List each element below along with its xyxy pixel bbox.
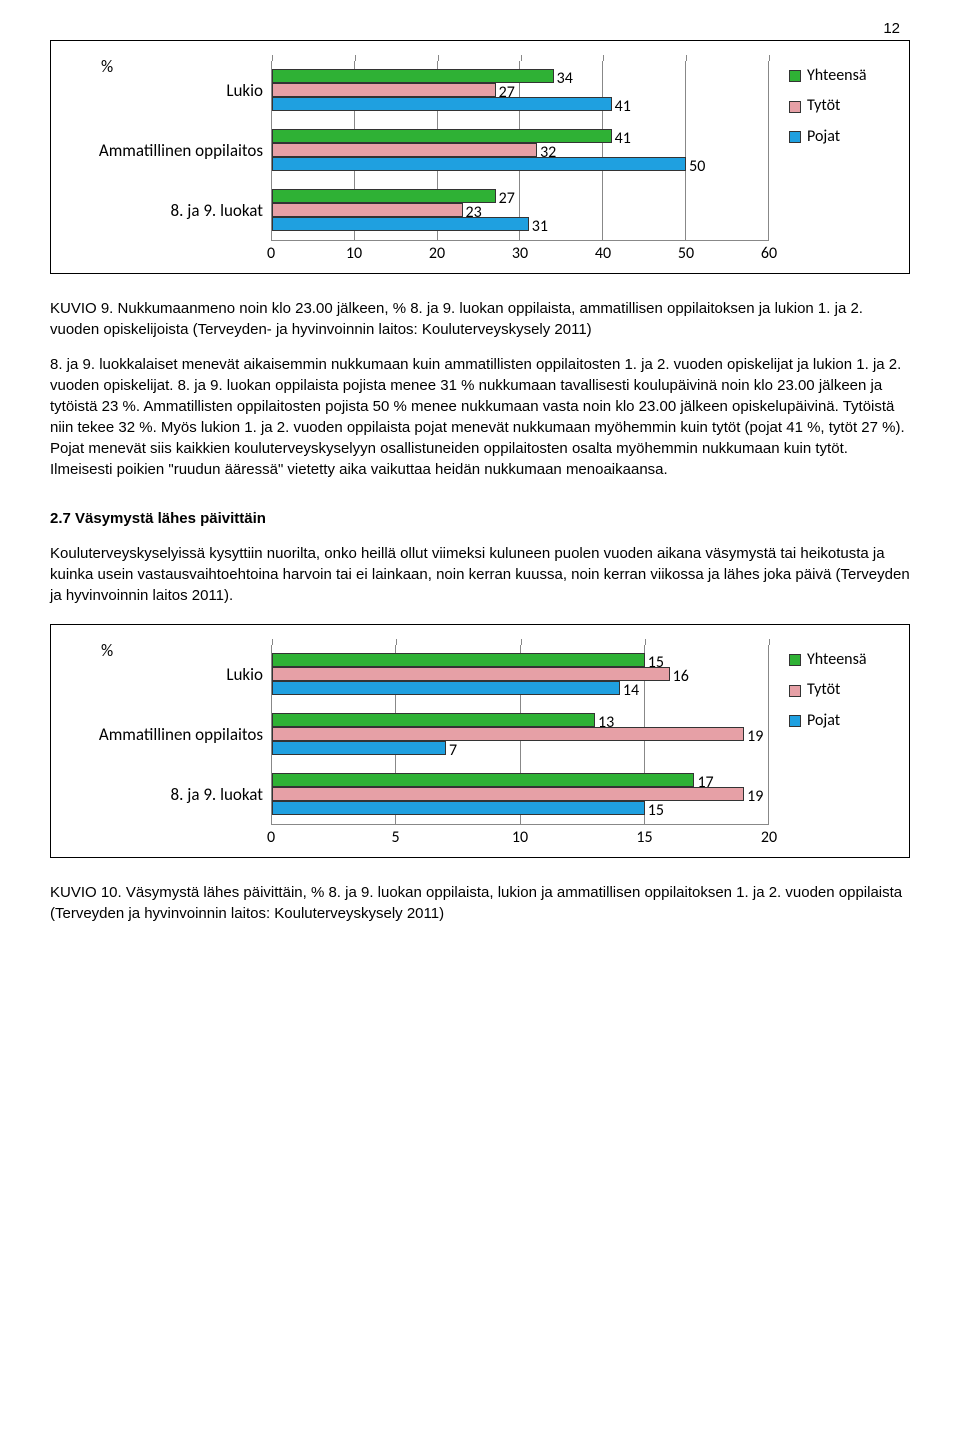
bar-value-label: 7 xyxy=(449,740,457,762)
body-paragraph-1: 8. ja 9. luokkalaiset menevät aikaisemmi… xyxy=(50,354,910,480)
bar-value-label: 31 xyxy=(532,216,548,238)
category-label: 8. ja 9. luokat xyxy=(71,765,271,825)
axis-tick-label: 60 xyxy=(761,243,777,265)
bar-value-label: 27 xyxy=(499,188,515,210)
bar: 31 xyxy=(272,217,529,231)
chart1-caption: KUVIO 9. Nukkumaanmeno noin klo 23.00 jä… xyxy=(50,298,910,340)
bar-value-label: 41 xyxy=(615,96,631,118)
bar-value-label: 15 xyxy=(648,800,664,822)
bar: 27 xyxy=(272,83,496,97)
legend-label: Yhteensä xyxy=(807,65,867,87)
legend-swatch xyxy=(789,70,801,82)
axis-tick-label: 10 xyxy=(346,243,362,265)
bar-value-label: 34 xyxy=(557,68,573,90)
axis-tick-label: 40 xyxy=(595,243,611,265)
bar: 50 xyxy=(272,157,686,171)
chart2-box: % LukioAmmatillinen oppilaitos8. ja 9. l… xyxy=(50,624,910,858)
axis-tick-label: 50 xyxy=(678,243,694,265)
chart2-legend: Yhteensä Tytöt Pojat xyxy=(769,645,889,736)
legend-swatch xyxy=(789,715,801,727)
bar-value-label: 16 xyxy=(673,666,689,688)
bar: 32 xyxy=(272,143,537,157)
legend-item: Tytöt xyxy=(789,95,889,117)
legend-item: Pojat xyxy=(789,126,889,148)
legend-item: Yhteensä xyxy=(789,65,889,87)
legend-item: Pojat xyxy=(789,710,889,732)
bar: 15 xyxy=(272,653,645,667)
bar: 7 xyxy=(272,741,446,755)
legend-label: Yhteensä xyxy=(807,649,867,671)
body-paragraph-2: Kouluterveyskyselyissä kysyttiin nuorilt… xyxy=(50,543,910,606)
chart2-plot: 15161413197171915 xyxy=(271,645,769,825)
chart1-box: % LukioAmmatillinen oppilaitos8. ja 9. l… xyxy=(50,40,910,274)
bar: 19 xyxy=(272,787,744,801)
bar: 17 xyxy=(272,773,694,787)
legend-swatch xyxy=(789,685,801,697)
chart1-plot: 342741413250272331 xyxy=(271,61,769,241)
bar-value-label: 50 xyxy=(689,156,705,178)
chart2-caption: KUVIO 10. Väsymystä lähes päivittäin, % … xyxy=(50,882,910,924)
axis-tick-label: 0 xyxy=(267,243,275,265)
bar: 16 xyxy=(272,667,670,681)
axis-tick-label: 30 xyxy=(512,243,528,265)
bar: 34 xyxy=(272,69,554,83)
legend-swatch xyxy=(789,101,801,113)
chart1-categories: LukioAmmatillinen oppilaitos8. ja 9. luo… xyxy=(71,61,271,241)
page-number: 12 xyxy=(883,18,900,39)
bar: 14 xyxy=(272,681,620,695)
legend-label: Tytöt xyxy=(807,95,840,117)
legend-label: Pojat xyxy=(807,710,840,732)
bar: 19 xyxy=(272,727,744,741)
bar: 15 xyxy=(272,801,645,815)
axis-tick-label: 10 xyxy=(512,827,528,849)
axis-tick-label: 0 xyxy=(267,827,275,849)
chart2-categories: LukioAmmatillinen oppilaitos8. ja 9. luo… xyxy=(71,645,271,825)
bar: 41 xyxy=(272,97,612,111)
section-heading: 2.7 Väsymystä lähes päivittäin xyxy=(50,508,910,529)
axis-tick-label: 20 xyxy=(429,243,445,265)
bar: 23 xyxy=(272,203,463,217)
legend-item: Tytöt xyxy=(789,679,889,701)
bar-value-label: 14 xyxy=(623,680,639,702)
chart2-axis: 05101520 xyxy=(271,827,769,847)
axis-tick-label: 15 xyxy=(636,827,652,849)
axis-tick-label: 20 xyxy=(761,827,777,849)
legend-swatch xyxy=(789,131,801,143)
bar-value-label: 19 xyxy=(747,726,763,748)
bar: 41 xyxy=(272,129,612,143)
chart2-percent: % xyxy=(101,639,113,663)
bar: 13 xyxy=(272,713,595,727)
bar-value-label: 19 xyxy=(747,786,763,808)
legend-label: Tytöt xyxy=(807,679,840,701)
legend-swatch xyxy=(789,654,801,666)
legend-item: Yhteensä xyxy=(789,649,889,671)
bar-value-label: 41 xyxy=(615,128,631,150)
chart1-percent: % xyxy=(101,55,113,79)
category-label: 8. ja 9. luokat xyxy=(71,181,271,241)
chart1-legend: Yhteensä Tytöt Pojat xyxy=(769,61,889,152)
axis-tick-label: 5 xyxy=(391,827,399,849)
chart1-axis: 0102030405060 xyxy=(271,243,769,263)
bar: 27 xyxy=(272,189,496,203)
legend-label: Pojat xyxy=(807,126,840,148)
category-label: Ammatillinen oppilaitos xyxy=(71,705,271,765)
category-label: Ammatillinen oppilaitos xyxy=(71,121,271,181)
